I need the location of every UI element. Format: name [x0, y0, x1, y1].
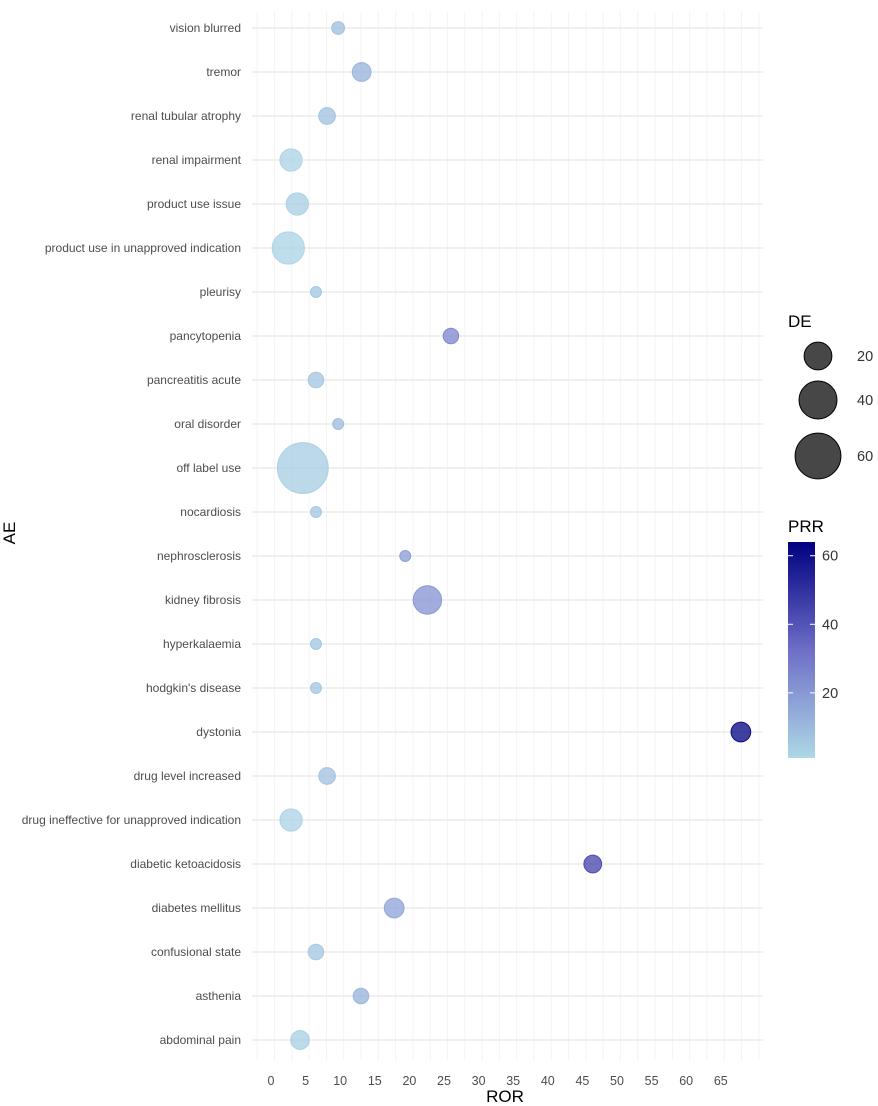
category-label: abdominal pain — [160, 1033, 241, 1047]
data-point — [318, 107, 336, 125]
size-legend-label: 60 — [857, 449, 873, 465]
category-label: oral disorder — [174, 417, 241, 431]
y-axis-category-labels: vision blurred tremor renal tubular atroph… — [22, 21, 242, 1047]
category-label: pancytopenia — [170, 329, 242, 343]
x-tick-label: 0 — [268, 1074, 275, 1088]
size-legend-label: 40 — [857, 393, 873, 409]
data-point — [285, 192, 309, 216]
data-point — [730, 721, 752, 743]
data-point — [442, 327, 460, 345]
category-label: diabetes mellitus — [152, 901, 241, 915]
y-axis-title: AE — [0, 522, 19, 545]
data-point — [309, 637, 322, 651]
category-label: hodgkin's disease — [146, 681, 241, 695]
size-legend-key — [803, 341, 833, 371]
data-point — [332, 417, 345, 431]
data-point — [583, 854, 603, 874]
x-tick-label: 5 — [302, 1074, 309, 1088]
data-point — [399, 549, 412, 563]
x-tick-label: 30 — [472, 1074, 486, 1088]
x-tick-label: 50 — [610, 1074, 624, 1088]
x-axis-tick-labels: 0 5 10 15 20 25 30 35 40 45 50 55 60 65 — [268, 1074, 728, 1088]
category-label: product use issue — [147, 197, 241, 211]
data-point — [309, 505, 322, 519]
x-axis-title: ROR — [486, 1087, 524, 1106]
data-point — [279, 148, 303, 172]
category-label: product use in unapproved indication — [45, 241, 241, 255]
size-legend-key — [798, 380, 838, 420]
category-label: off label use — [177, 461, 242, 475]
data-point — [309, 681, 322, 695]
data-point — [307, 371, 325, 389]
data-point — [331, 21, 346, 35]
x-tick-label: 20 — [402, 1074, 416, 1088]
x-tick-label: 10 — [333, 1074, 347, 1088]
size-legend-title: DE — [788, 312, 812, 331]
category-label: vision blurred — [170, 21, 241, 35]
category-label: hyperkalaemia — [163, 637, 241, 651]
x-tick-label: 15 — [368, 1074, 382, 1088]
data-point — [290, 1030, 310, 1050]
category-label: confusional state — [151, 945, 241, 959]
category-label: renal impairment — [152, 153, 242, 167]
color-legend: PRR 20 40 60 — [788, 517, 838, 758]
data-point — [276, 442, 329, 494]
size-legend-label: 20 — [857, 349, 873, 365]
category-label: diabetic ketoacidosis — [130, 857, 241, 871]
size-legend: DE 20 40 60 — [788, 312, 873, 480]
data-points — [271, 21, 752, 1050]
x-tick-label: 45 — [575, 1074, 589, 1088]
category-label: nocardiosis — [180, 505, 241, 519]
x-tick-label: 35 — [506, 1074, 520, 1088]
category-label: nephrosclerosis — [157, 549, 241, 563]
data-point — [307, 943, 325, 961]
data-point — [412, 585, 443, 615]
category-label: tremor — [206, 65, 241, 79]
category-label: drug level increased — [134, 769, 241, 783]
category-label: renal tubular atrophy — [131, 109, 241, 123]
category-label: drug ineffective for unapproved indicati… — [22, 813, 241, 827]
x-tick-label: 25 — [437, 1074, 451, 1088]
color-legend-title: PRR — [788, 517, 824, 536]
x-tick-label: 40 — [541, 1074, 555, 1088]
data-point — [351, 62, 372, 82]
color-legend-label: 40 — [822, 617, 838, 633]
x-tick-label: 55 — [645, 1074, 659, 1088]
data-point — [383, 897, 405, 919]
category-label: pleurisy — [200, 285, 241, 299]
category-label: kidney fibrosis — [165, 593, 241, 607]
color-legend-label: 60 — [822, 549, 838, 565]
grid — [252, 12, 763, 1060]
category-label: asthenia — [196, 989, 242, 1003]
x-tick-label: 60 — [679, 1074, 693, 1088]
data-point — [309, 285, 322, 299]
data-point — [279, 808, 303, 832]
category-label: dystonia — [196, 725, 241, 739]
color-legend-label: 20 — [822, 686, 838, 702]
x-tick-label: 65 — [714, 1074, 728, 1088]
size-legend-key — [794, 432, 842, 480]
data-point — [271, 231, 305, 265]
color-legend-bar — [788, 542, 815, 758]
data-point — [352, 987, 370, 1005]
data-point — [318, 767, 336, 785]
category-label: pancreatitis acute — [147, 373, 241, 387]
